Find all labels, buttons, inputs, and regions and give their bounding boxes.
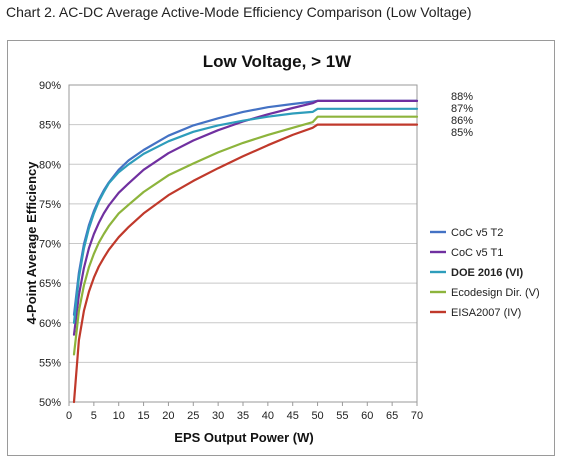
x-tick-label: 5 [91,410,97,422]
x-tick-label: 35 [237,410,249,422]
y-tick-label: 50% [39,397,61,409]
series-line-2 [72,107,419,324]
x-tick-label: 40 [262,410,274,422]
legend-label: Ecodesign Dir. (V) [451,287,540,299]
legend-label: EISA2007 (IV) [451,307,521,319]
x-axis-label: EPS Output Power (W) [174,430,313,445]
end-value-label: 85% [451,127,473,139]
y-tick-label: 75% [39,199,61,211]
end-value-label: 87% [451,103,473,115]
x-tick-label: 55 [336,410,348,422]
y-tick-label: 90% [39,80,61,92]
series-line-1 [72,99,419,336]
chart-title: Low Voltage, > 1W [203,52,352,71]
legend-label: CoC v5 T2 [451,227,503,239]
x-tick-label: 65 [386,410,398,422]
y-tick-label: 70% [39,239,61,251]
x-tick-label: 50 [311,410,323,422]
chart-caption: Chart 2. AC-DC Average Active-Mode Effic… [6,4,472,20]
y-tick-label: 65% [39,278,61,290]
legend-label: DOE 2016 (VI) [451,267,523,279]
end-value-label: 86% [451,115,473,127]
y-tick-label: 85% [39,120,61,132]
end-value-label: 88% [451,91,473,103]
series-line-3 [72,115,419,356]
y-tick-label: 55% [39,357,61,369]
x-tick-label: 70 [411,410,423,422]
legend-label: CoC v5 T1 [451,247,503,259]
y-axis-label: 4-Point Average Efficiency [24,161,39,325]
x-tick-label: 10 [113,410,125,422]
y-tick-label: 80% [39,159,61,171]
x-tick-label: 15 [137,410,149,422]
x-tick-label: 25 [187,410,199,422]
x-tick-label: 0 [66,410,72,422]
y-tick-label: 60% [39,318,61,330]
chart-frame [7,40,555,456]
x-tick-label: 45 [287,410,299,422]
series-line-4 [72,123,419,404]
x-tick-label: 30 [212,410,224,422]
x-tick-label: 20 [162,410,174,422]
x-tick-label: 60 [361,410,373,422]
